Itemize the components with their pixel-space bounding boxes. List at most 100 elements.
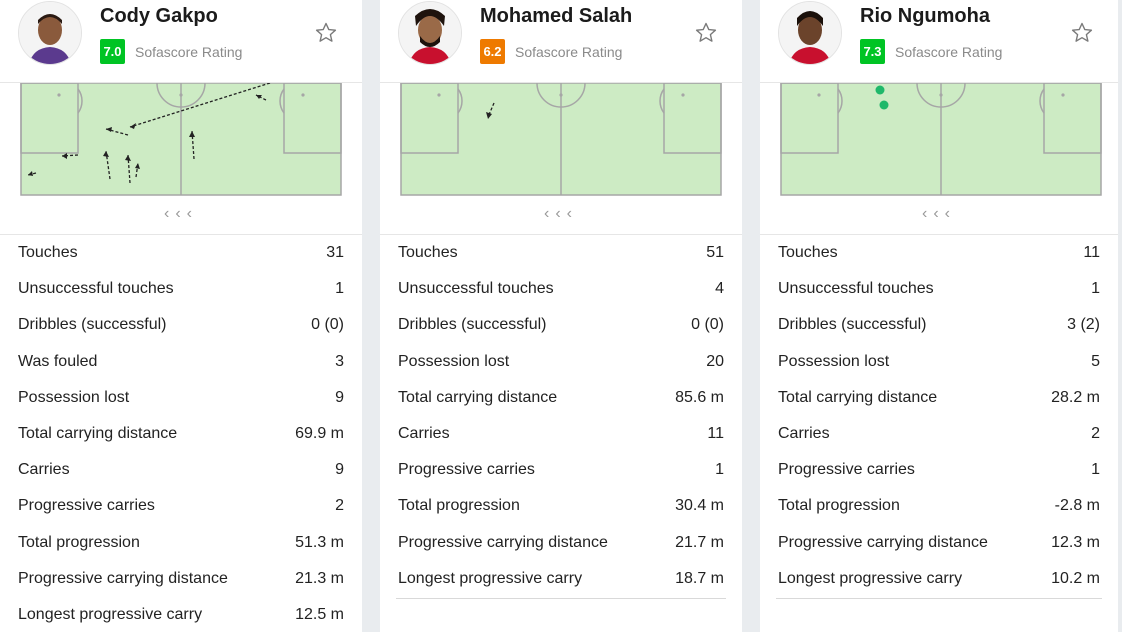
stat-label: Progressive carries bbox=[778, 461, 915, 479]
chevron-left-icon[interactable]: ‹‹‹ bbox=[164, 205, 198, 222]
star-icon[interactable] bbox=[1070, 21, 1094, 45]
stat-row: Touches 31 bbox=[0, 236, 362, 272]
stat-value: 1 bbox=[335, 280, 344, 298]
stat-value: 30.4 m bbox=[675, 497, 724, 515]
stat-value: 0 (0) bbox=[311, 316, 344, 334]
stat-value: 51 bbox=[706, 244, 724, 261]
player-header: Rio Ngumoha 7.3 Sofascore Rating bbox=[760, 0, 1118, 83]
stats-list: Touches 31 Unsuccessful touches 1 Dribbles… bbox=[0, 236, 362, 632]
rating-label: Sofascore Rating bbox=[135, 44, 243, 60]
stat-label: Possession lost bbox=[398, 352, 510, 370]
stat-label: Progressive carries bbox=[18, 497, 155, 515]
stats-list: Touches 51 Unsuccessful touches 4 Dribbles… bbox=[380, 236, 742, 598]
player-avatar[interactable] bbox=[18, 1, 82, 65]
stat-row: Possession lost 5 bbox=[760, 345, 1118, 381]
divider bbox=[776, 598, 1102, 599]
stat-label: Progressive carrying distance bbox=[778, 533, 988, 551]
stat-value: 1 bbox=[715, 461, 724, 479]
stat-row: Carries 9 bbox=[0, 453, 362, 489]
rating-label: Sofascore Rating bbox=[895, 44, 1003, 60]
stat-row: Total carrying distance 28.2 m bbox=[760, 381, 1118, 417]
stat-label: Total carrying distance bbox=[778, 388, 938, 406]
stat-label: Possession lost bbox=[18, 388, 130, 406]
stat-row: Progressive carries 1 bbox=[380, 453, 742, 489]
stat-label: Possession lost bbox=[778, 352, 890, 370]
stat-row: Progressive carrying distance 12.3 m bbox=[760, 526, 1118, 562]
stat-label: Touches bbox=[398, 244, 458, 261]
player-card-ngumoha: Rio Ngumoha 7.3 Sofascore Rating ‹‹‹ Tou… bbox=[760, 0, 1118, 632]
stat-value: 85.6 m bbox=[675, 388, 724, 406]
stat-row: Possession lost 20 bbox=[380, 345, 742, 381]
stat-label: Touches bbox=[18, 244, 78, 261]
divider bbox=[396, 598, 726, 599]
stat-row: Dribbles (successful) 0 (0) bbox=[380, 308, 742, 344]
rating-badge: 6.2 bbox=[480, 39, 505, 64]
divider bbox=[0, 234, 362, 235]
player-header: Cody Gakpo 7.0 Sofascore Rating bbox=[0, 0, 362, 83]
stat-label: Touches bbox=[778, 244, 838, 261]
carry-arrow bbox=[61, 154, 79, 157]
stat-row: Unsuccessful touches 4 bbox=[380, 272, 742, 308]
stat-label: Total progression bbox=[778, 497, 900, 515]
star-icon[interactable] bbox=[694, 21, 718, 45]
stat-value: 11 bbox=[707, 424, 724, 442]
stat-label: Total carrying distance bbox=[398, 388, 558, 406]
player-name: Cody Gakpo bbox=[100, 5, 218, 27]
stat-row: Touches 51 bbox=[380, 236, 742, 272]
stat-label: Carries bbox=[18, 461, 70, 479]
stat-value: 3 (2) bbox=[1067, 316, 1100, 334]
stat-label: Carries bbox=[398, 424, 450, 442]
stat-label: Dribbles (successful) bbox=[398, 316, 547, 334]
stat-value: 10.2 m bbox=[1051, 569, 1100, 587]
star-icon[interactable] bbox=[314, 21, 338, 45]
stat-value: 0 (0) bbox=[691, 316, 724, 334]
stat-value: 1 bbox=[1091, 280, 1100, 298]
carry-arrow bbox=[105, 128, 129, 136]
stat-row: Touches 11 bbox=[760, 236, 1118, 272]
stat-row: Longest progressive carry 10.2 m bbox=[760, 562, 1118, 598]
stat-row: Unsuccessful touches 1 bbox=[760, 272, 1118, 308]
stat-label: Total progression bbox=[18, 533, 140, 551]
stat-label: Was fouled bbox=[18, 352, 98, 370]
carry-arrow bbox=[129, 83, 271, 128]
stat-label: Longest progressive carry bbox=[398, 569, 583, 587]
stat-row: Total progression 51.3 m bbox=[0, 526, 362, 562]
stat-label: Carries bbox=[778, 424, 830, 442]
stat-label: Longest progressive carry bbox=[778, 569, 963, 587]
carries-pitch-map bbox=[780, 83, 1102, 196]
player-card-gakpo: Cody Gakpo 7.0 Sofascore Rating bbox=[0, 0, 362, 632]
stat-row: Unsuccessful touches 1 bbox=[0, 272, 362, 308]
stat-label: Total carrying distance bbox=[18, 424, 178, 442]
carry-arrow bbox=[255, 94, 267, 101]
stat-row: Progressive carrying distance 21.3 m bbox=[0, 562, 362, 598]
stat-row: Longest progressive carry 12.5 m bbox=[0, 598, 362, 632]
rating-label: Sofascore Rating bbox=[515, 44, 623, 60]
stat-value: 9 bbox=[335, 461, 344, 479]
player-avatar[interactable] bbox=[398, 1, 462, 65]
stat-value: 28.2 m bbox=[1051, 388, 1100, 406]
stat-value: 2 bbox=[335, 497, 344, 515]
carries-pitch-map bbox=[20, 83, 342, 196]
player-name: Mohamed Salah bbox=[480, 5, 633, 27]
chevron-left-icon[interactable]: ‹‹‹ bbox=[544, 205, 578, 222]
carries-pitch-map bbox=[400, 83, 722, 196]
stat-row: Total carrying distance 85.6 m bbox=[380, 381, 742, 417]
stat-label: Unsuccessful touches bbox=[18, 280, 174, 298]
stat-row: Dribbles (successful) 0 (0) bbox=[0, 308, 362, 344]
stat-value: 3 bbox=[335, 352, 344, 370]
stat-value: 12.5 m bbox=[295, 605, 344, 623]
stat-value: 21.7 m bbox=[675, 533, 724, 551]
stat-value: 9 bbox=[335, 388, 344, 406]
stat-value: 11 bbox=[1083, 244, 1100, 261]
stat-row: Progressive carries 1 bbox=[760, 453, 1118, 489]
player-avatar[interactable] bbox=[778, 1, 842, 65]
stat-row: Longest progressive carry 18.7 m bbox=[380, 562, 742, 598]
stat-value: 12.3 m bbox=[1051, 533, 1100, 551]
stat-row: Dribbles (successful) 3 (2) bbox=[760, 308, 1118, 344]
divider bbox=[380, 234, 742, 235]
stat-label: Unsuccessful touches bbox=[778, 280, 934, 298]
rating-badge: 7.0 bbox=[100, 39, 125, 64]
chevron-left-icon[interactable]: ‹‹‹ bbox=[922, 205, 956, 222]
player-card-salah: Mohamed Salah 6.2 Sofascore Rating ‹‹‹ T… bbox=[380, 0, 742, 632]
stat-value: 18.7 m bbox=[675, 569, 724, 587]
